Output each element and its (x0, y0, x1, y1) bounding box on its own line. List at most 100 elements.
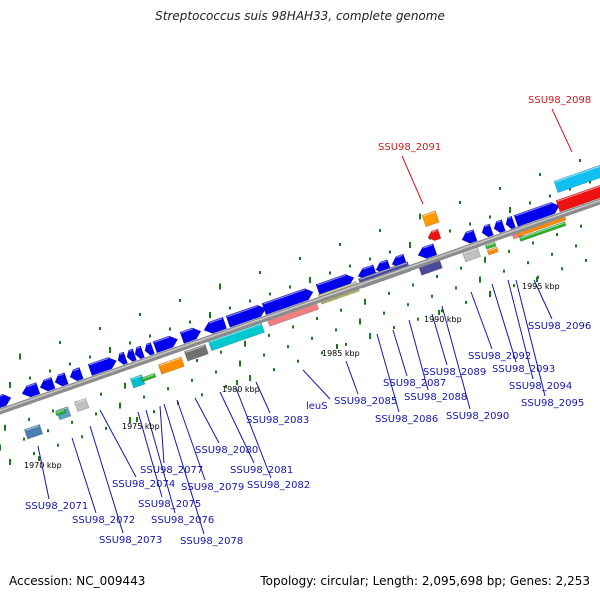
label-leader (515, 279, 546, 397)
gene-labels: SSU98_2071 SSU98_2072 SSU98_2073 SSU98_2074… (25, 95, 591, 547)
gene-label: SSU98_2095 (521, 398, 584, 409)
label-leader (431, 313, 448, 366)
gene-label: SSU98_2089 (423, 367, 486, 378)
gene-label: SSU98_2092 (468, 351, 531, 362)
cds-arrow (461, 229, 478, 244)
cds-arrow (126, 348, 137, 362)
label-leader (401, 155, 424, 205)
gene-label: SSU98_2094 (509, 381, 572, 392)
scale-label: 1975 kbp (122, 422, 160, 431)
scale-labels: 1970 kbp 1975 kbp 1980 kbp 1985 kbp 1990 kbp… (24, 277, 560, 470)
scale-label: 1990 kbp (424, 315, 462, 324)
cds-arrow (134, 345, 145, 360)
label-leader (533, 279, 553, 320)
feature-block (140, 372, 157, 383)
feature-2091-arrow (427, 228, 442, 241)
gene-label: leuS (306, 401, 328, 412)
gene-label: SSU98_2088 (404, 392, 467, 403)
cds-arrow (513, 202, 560, 227)
cds-arrow (54, 372, 69, 387)
label-connectors (37, 108, 573, 535)
feature-block (54, 408, 67, 417)
cds-arrow (481, 223, 494, 238)
cds-arrow (493, 219, 506, 234)
gene-label: SSU98_2074 (112, 479, 175, 490)
gene-label: SSU98_2072 (72, 515, 135, 526)
gene-label: SSU98_2082 (247, 480, 310, 491)
gene-label: SSU98_2096 (528, 321, 591, 332)
gene-label: SSU98_2080 (195, 445, 258, 456)
accession-text: Accession: NC_009443 (9, 574, 146, 588)
label-leader (376, 333, 400, 413)
cds-arrow (152, 335, 179, 354)
label-leader (194, 397, 220, 444)
feature-2098-cyan (553, 164, 600, 193)
feature-block (157, 356, 185, 375)
scale-label: 1985 kbp (322, 349, 360, 358)
gene-label: SSU98_2075 (138, 499, 201, 510)
gene-label: SSU98_2093 (492, 364, 555, 375)
label-leader (159, 405, 165, 464)
feature-block (73, 397, 90, 413)
cds-arrow (225, 304, 267, 328)
features (0, 164, 600, 440)
label-leader (163, 403, 205, 535)
label-leader (470, 291, 493, 350)
gene-label: SSU98_2078 (180, 536, 243, 547)
feature-block (484, 241, 497, 250)
cds-arrow (117, 351, 128, 366)
label-leader (219, 391, 255, 464)
label-leader (99, 409, 137, 478)
gene-label: SSU98_2076 (151, 515, 214, 526)
gene-label: SSU98_2091 (378, 142, 441, 153)
genome-backbone-highlight (0, 199, 600, 412)
label-leader (392, 329, 408, 377)
feature-2091-box (421, 210, 440, 228)
genome-summary: Topology: circular; Length: 2,095,698 bp… (260, 574, 590, 588)
gene-label: SSU98_2083 (246, 415, 309, 426)
cds-arrow (0, 393, 12, 410)
cds-arrow (203, 316, 228, 334)
gene-label: SSU98_2079 (181, 482, 244, 493)
cds-arrow (315, 273, 355, 297)
label-leader (408, 319, 429, 391)
scale-label: 1970 kbp (24, 461, 62, 470)
feature-block (129, 374, 146, 389)
genome-backbone (0, 198, 600, 415)
feature-block (518, 221, 567, 242)
cds-arrow (87, 357, 117, 377)
gene-label: SSU98_2085 (334, 396, 397, 407)
map-title: Streptococcus suis 98HAH33, complete gen… (155, 9, 445, 23)
cds-arrow (417, 243, 438, 259)
label-leader (176, 399, 206, 481)
cds-arrow (505, 215, 516, 230)
gene-label: SSU98_2087 (383, 378, 446, 389)
label-leader (235, 387, 272, 479)
label-leader (302, 369, 331, 400)
feature-2098-red (555, 183, 600, 213)
scale-label: 1995 kbp (522, 282, 560, 291)
cds-arrow (21, 382, 41, 398)
label-leader (145, 409, 176, 514)
scale-label: 1980 kbp (222, 385, 260, 394)
cds-arrow (69, 366, 84, 382)
label-leader (255, 381, 271, 414)
label-leader (89, 425, 124, 534)
label-leader (71, 437, 97, 514)
label-leader (491, 283, 517, 363)
gene-label: SSU98_2071 (25, 501, 88, 512)
label-leader (345, 360, 359, 395)
gene-label: SSU98_2098 (528, 95, 591, 106)
gene-label: SSU98_2086 (375, 414, 438, 425)
label-leader (137, 411, 163, 498)
label-leader (37, 445, 50, 500)
feature-block (486, 246, 499, 256)
label-leader (441, 305, 471, 410)
feature-block (23, 424, 44, 440)
gene-label: SSU98_2081 (230, 465, 293, 476)
gene-label: SSU98_2090 (446, 411, 509, 422)
cds-arrow (144, 342, 155, 356)
cds-arrow (39, 376, 56, 392)
cds-arrow (261, 288, 314, 316)
